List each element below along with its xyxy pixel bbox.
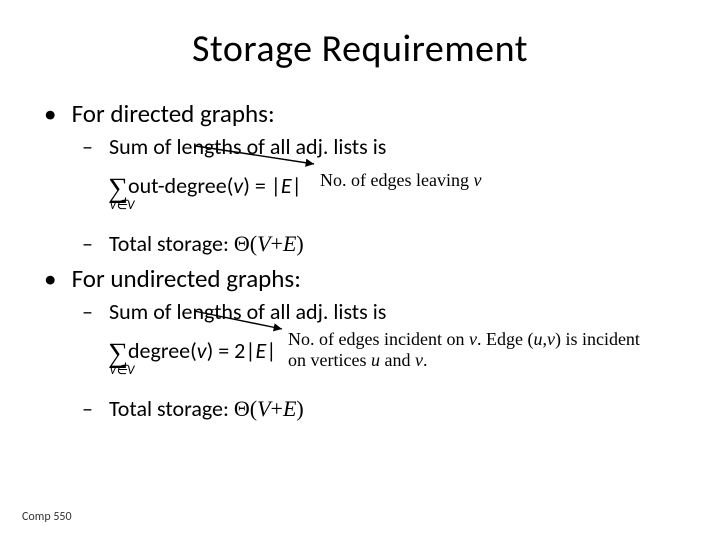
sub2-in: ∈ — [116, 363, 127, 378]
bullet-undirected-text: For undirected graphs: — [72, 263, 301, 294]
total1-theta: Θ( — [234, 231, 257, 256]
f2-end: | — [266, 337, 276, 364]
footer-text: Comp 550 — [22, 510, 72, 524]
annot1-text: No. of edges leaving — [320, 170, 473, 190]
bullet-directed-text: For directed graphs: — [72, 98, 275, 129]
sum-sub-1: v∈V — [110, 198, 135, 213]
annotation-2: No. of edges incident on v. Edge (u,v) i… — [288, 329, 688, 370]
f2-mid: ) = 2| — [207, 337, 256, 364]
annot2a-v: v — [469, 329, 477, 349]
annot2b-end: . — [423, 350, 428, 370]
total2-E: E — [283, 396, 296, 421]
sub1-in: ∈ — [116, 198, 127, 213]
total1-plus: + — [271, 231, 283, 256]
f1-end: | — [292, 172, 302, 199]
annot2a-end: ) is incident — [555, 329, 640, 349]
arrow-icon — [196, 142, 336, 170]
annot2b-u: u — [371, 350, 380, 370]
sub1-V: V — [127, 198, 134, 213]
total1-E: E — [283, 231, 296, 256]
f2-pre: degree( — [128, 337, 197, 364]
annot1-v: v — [473, 170, 481, 190]
annot2a-v2: v — [547, 329, 555, 349]
total1-pre: Total storage: — [109, 230, 234, 257]
f1-mid: ) = | — [243, 172, 281, 199]
annot2b-and: and — [380, 350, 415, 370]
annot2a-text: No. of edges incident on — [288, 329, 469, 349]
total2-theta: Θ( — [234, 396, 257, 421]
annot2b-v: v — [415, 350, 423, 370]
f1-E: E — [281, 172, 292, 199]
total2-V: V — [257, 396, 270, 421]
slide-title: Storage Requirement — [48, 26, 672, 72]
slide-root: Storage Requirement For directed graphs:… — [0, 0, 720, 540]
subbullet-total2: Total storage: Θ(V+E) — [82, 395, 672, 422]
f2-v: v — [197, 337, 207, 364]
total1-V: V — [257, 231, 270, 256]
subbullet-total1: Total storage: Θ(V+E) — [82, 230, 672, 257]
annotation-1: No. of edges leaving v — [320, 170, 481, 191]
bullet-undirected: For undirected graphs: Sum of lengths of… — [48, 263, 672, 422]
annot2b-text: on vertices — [288, 350, 371, 370]
sub2-V: V — [127, 363, 134, 378]
sum-line-1: ∑out-degree(v) = |E| — [108, 172, 302, 205]
total1-close: ) — [296, 231, 303, 256]
sum-sub-2: v∈V — [110, 363, 135, 378]
f1-v: v — [233, 172, 243, 199]
total2-plus: + — [271, 396, 283, 421]
subbullet-sum1: Sum of lengths of all adj. lists is — [82, 133, 672, 160]
f2-E: E — [255, 337, 266, 364]
bullet-list: For directed graphs: Sum of lengths of a… — [48, 98, 672, 422]
formula-block-2: ∑degree(v) = 2|E| v∈V No. of edges incid… — [108, 331, 672, 387]
bullet-directed: For directed graphs: Sum of lengths of a… — [48, 98, 672, 257]
annot2a-mid: . Edge ( — [477, 329, 533, 349]
subbullet-sum2: Sum of lengths of all adj. lists is — [82, 298, 672, 325]
formula-block-1: ∑out-degree(v) = |E| v∈V No. of edges le… — [108, 166, 672, 222]
f1-pre: out-degree( — [128, 172, 233, 199]
total2-close: ) — [296, 396, 303, 421]
total2-pre: Total storage: — [109, 395, 234, 422]
